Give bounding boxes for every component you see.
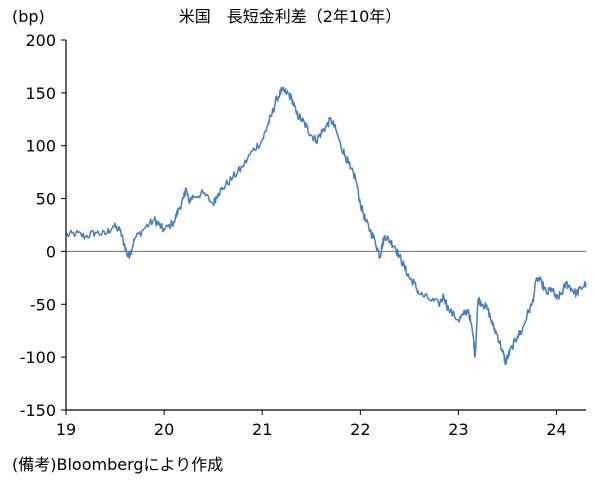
x-tick-label: 23 [448, 420, 468, 439]
y-tick-label: 100 [25, 137, 56, 156]
series-line [65, 86, 587, 366]
x-tick-label: 24 [546, 420, 566, 439]
chart-title: 米国 長短金利差（2年10年） [179, 7, 402, 26]
y-tick-label: -50 [30, 295, 56, 314]
y-tick-label: 150 [25, 84, 56, 103]
x-axis-ticks: 19 20 21 22 23 24 [56, 410, 567, 439]
y-unit-label: (bp) [12, 7, 45, 26]
x-tick-label: 20 [154, 420, 174, 439]
y-tick-label: -150 [20, 401, 56, 420]
y-tick-label: 50 [36, 190, 56, 209]
x-tick-label: 22 [350, 420, 370, 439]
y-tick-label: 200 [25, 31, 56, 50]
y-tick-label: 0 [46, 242, 56, 261]
x-tick-label: 19 [56, 420, 76, 439]
y-axis-ticks: 200 150 100 50 0 -50 -100 -150 [20, 31, 66, 420]
y-tick-label: -100 [20, 348, 56, 367]
x-tick-label: 21 [252, 420, 272, 439]
source-note: (備考)Bloombergにより作成 [12, 455, 223, 474]
